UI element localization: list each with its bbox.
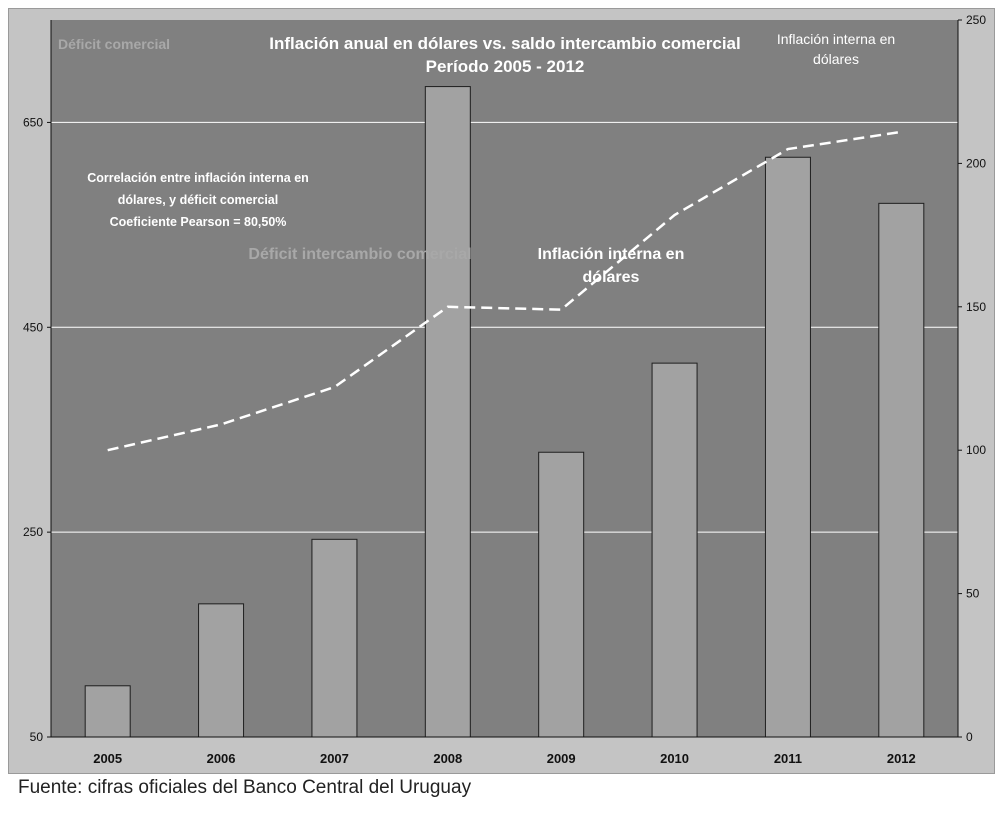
correlation-note: Coeficiente Pearson = 80,50% bbox=[110, 215, 287, 229]
x-tick-label: 2010 bbox=[660, 751, 689, 766]
x-tick-label: 2012 bbox=[887, 751, 916, 766]
x-tick-label: 2011 bbox=[774, 751, 802, 766]
right-axis-title: dólares bbox=[813, 51, 859, 67]
right-tick-label: 150 bbox=[966, 300, 986, 314]
inflation-line bbox=[107, 130, 902, 452]
x-tick-label: 2009 bbox=[547, 751, 576, 766]
x-tick-label: 2008 bbox=[433, 751, 462, 766]
left-tick-label: 450 bbox=[23, 320, 43, 334]
correlation-note: Correlación entre inflación interna en bbox=[87, 171, 309, 185]
axes: 50 250 450 650 0 50 100 150 200 250 2005 2006 2007 20… bbox=[23, 13, 986, 766]
right-tick-label: 0 bbox=[966, 730, 973, 744]
bar bbox=[424, 86, 471, 738]
right-tick-label: 200 bbox=[966, 156, 986, 170]
left-axis-title: Déficit comercial bbox=[58, 36, 170, 52]
chart-subtitle: Período 2005 - 2012 bbox=[426, 57, 585, 76]
chart-title: Inflación anual en dólares vs. saldo int… bbox=[269, 34, 740, 53]
line-series-label: dólares bbox=[583, 269, 640, 286]
correlation-note: dólares, y déficit comercial bbox=[118, 193, 279, 207]
bar bbox=[538, 451, 585, 738]
bar bbox=[651, 362, 698, 738]
bar bbox=[764, 156, 811, 738]
x-tick-label: 2005 bbox=[93, 751, 122, 766]
x-tick-label: 2006 bbox=[207, 751, 236, 766]
right-tick-label: 100 bbox=[966, 443, 986, 457]
x-tick-label: 2007 bbox=[320, 751, 349, 766]
bar-series bbox=[84, 86, 925, 738]
bar bbox=[311, 538, 358, 738]
source-note: Fuente: cifras oficiales del Banco Centr… bbox=[18, 777, 472, 798]
left-tick-label: 250 bbox=[23, 525, 43, 539]
plot-area bbox=[51, 20, 958, 737]
line-series-label: Inflación interna en bbox=[538, 246, 685, 263]
bar bbox=[878, 202, 925, 738]
left-tick-label: 50 bbox=[30, 730, 44, 744]
right-tick-label: 50 bbox=[966, 587, 980, 601]
right-axis-title: Inflación interna en bbox=[777, 31, 895, 47]
left-tick-label: 650 bbox=[23, 115, 43, 129]
bar bbox=[198, 603, 245, 738]
bar-series-label: Déficit intercambio comercial bbox=[248, 246, 471, 263]
chart-text: Inflación anual en dólares vs. saldo int… bbox=[58, 31, 895, 286]
right-tick-label: 250 bbox=[966, 13, 986, 27]
bar bbox=[84, 685, 131, 738]
